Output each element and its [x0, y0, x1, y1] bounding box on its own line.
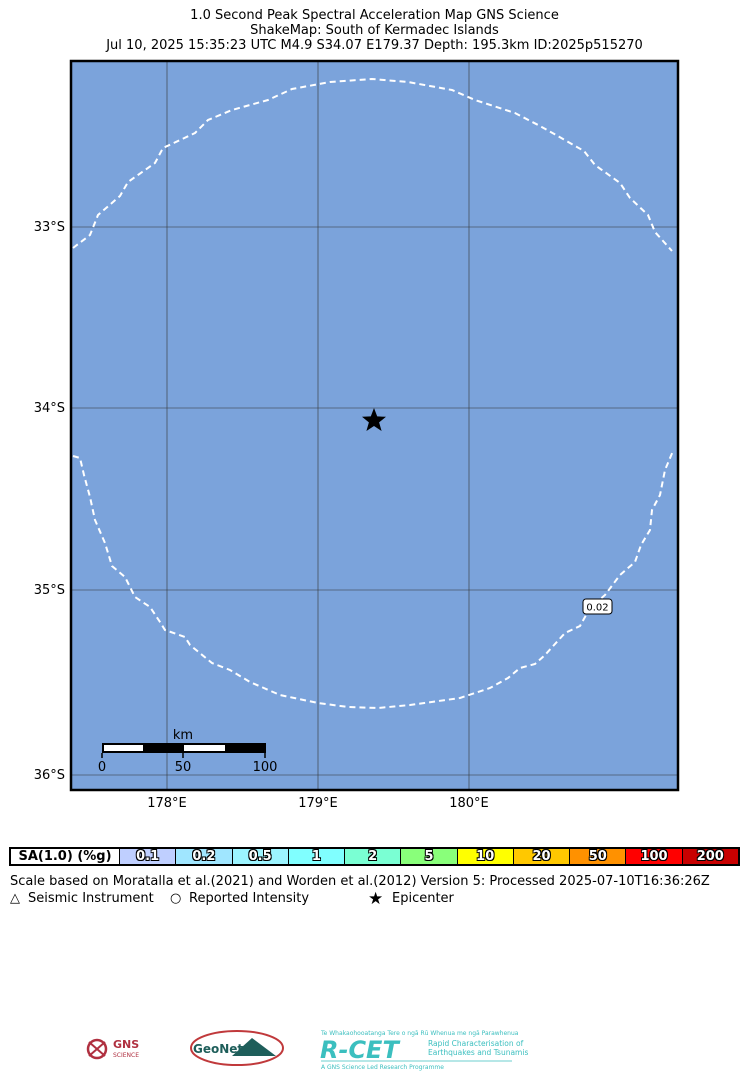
svg-text:A GNS Science Led Research Pro: A GNS Science Led Research Programme — [321, 1064, 444, 1071]
epicenter-label: Epicenter — [392, 891, 454, 906]
map-title: 1.0 Second Peak Spectral Acceleration Ma… — [190, 8, 559, 23]
scale-tick-100: 100 — [253, 760, 278, 775]
epicenter-star-icon — [362, 408, 386, 431]
reported-intensity-label: Reported Intensity — [189, 891, 310, 906]
km-scale-bar: km 0 50 100 — [98, 728, 278, 775]
svg-text:Te Whakaohooatanga Tere o ngā: Te Whakaohooatanga Tere o ngā Rū Whenua … — [320, 1030, 519, 1037]
contour-lower — [72, 450, 674, 710]
rcet-logo: Te Whakaohooatanga Tere o ngā Rū Whenua … — [320, 1030, 528, 1071]
lat-label-34: 34°S — [34, 401, 65, 416]
svg-text:GNS: GNS — [113, 1038, 139, 1051]
legend-bin: 0.2 — [175, 849, 232, 864]
scale-tick-0: 0 — [98, 760, 106, 775]
scale-note: Scale based on Moratalla et al.(2021) an… — [10, 874, 710, 889]
contour-label: 0.02 — [586, 603, 608, 614]
svg-text:Earthquakes and Tsunamis: Earthquakes and Tsunamis — [428, 1048, 528, 1057]
logo-strip: GNS SCIENCE GeoNet Te Whakaohooatanga Te… — [86, 1030, 528, 1071]
seismic-instrument-label: Seismic Instrument — [28, 891, 154, 906]
contour-label-box — [582, 598, 613, 615]
svg-text:GeoNet: GeoNet — [193, 1042, 243, 1056]
legend-bin: 1 — [287, 849, 345, 864]
legend-bin: 5 — [400, 849, 457, 864]
svg-text:Rapid Characterisation of: Rapid Characterisation of — [428, 1039, 524, 1048]
legend-label: SA(1.0) (%g) — [11, 849, 119, 864]
legend-bin: 0.1 — [119, 849, 176, 864]
intensity-legend: SA(1.0) (%g) 0.1 0.2 0.5 1 2 5 10 20 50 … — [9, 847, 740, 866]
map-subtitle: ShakeMap: South of Kermadec Islands — [250, 23, 499, 38]
legend-bin: 20 — [512, 849, 570, 864]
legend-bin: 100 — [625, 849, 682, 864]
svg-text:R-CET: R-CET — [320, 1036, 400, 1064]
lon-label-179: 179°E — [298, 796, 338, 811]
scale-unit: km — [173, 728, 193, 743]
svg-text:SCIENCE: SCIENCE — [113, 1052, 139, 1059]
lon-label-178: 178°E — [147, 796, 187, 811]
legend-bin: 2 — [344, 849, 401, 864]
map-frame — [69, 59, 680, 792]
symbol-legend: △ Seismic Instrument ○ Reported Intensit… — [10, 889, 740, 909]
legend-bin: 0.5 — [231, 849, 288, 864]
legend-bin: 50 — [569, 849, 626, 864]
star-icon: ★ — [368, 889, 384, 909]
lon-label-180: 180°E — [449, 796, 489, 811]
gns-logo: GNS SCIENCE — [86, 1038, 139, 1060]
graticule — [71, 61, 678, 790]
legend-bin: 10 — [456, 849, 513, 864]
legend-bin: 200 — [681, 849, 738, 864]
circle-icon: ○ — [170, 891, 182, 906]
lat-label-35: 35°S — [34, 583, 65, 598]
contour-upper — [72, 77, 673, 252]
lat-label-36: 36°S — [34, 768, 65, 783]
shakemap: 0.02 km 0 50 100 33°S 34°S 35°S 36°S 178… — [34, 59, 680, 811]
scale-tick-50: 50 — [175, 760, 192, 775]
lat-label-33: 33°S — [34, 220, 65, 235]
triangle-icon: △ — [10, 891, 20, 906]
geonet-logo: GeoNet — [190, 1030, 284, 1066]
event-info: Jul 10, 2025 15:35:23 UTC M4.9 S34.07 E1… — [106, 38, 643, 53]
